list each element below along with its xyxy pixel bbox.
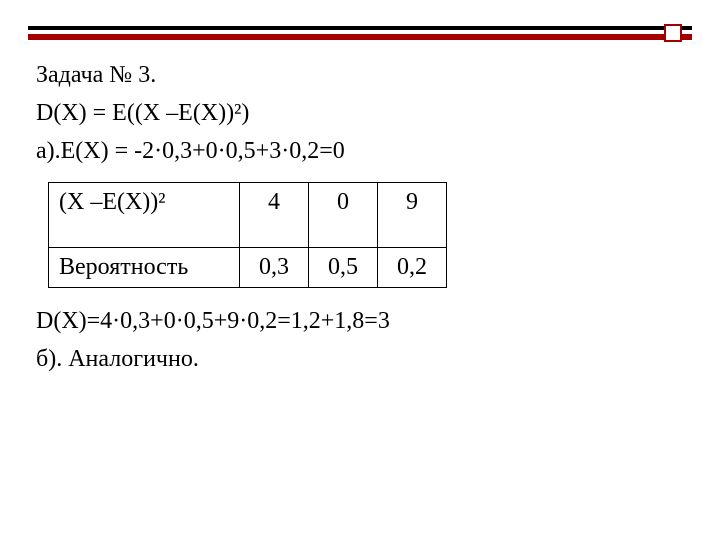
part-a-expectation: а).E(X) = -2·0,3+0·0,5+3·0,2=0	[36, 132, 680, 170]
table-cell: 0,5	[309, 248, 378, 288]
distribution-table: (X –E(X))² 4 0 9 Вероятность 0,3 0,5 0,2	[48, 182, 447, 288]
decor-square-icon	[664, 24, 682, 42]
table-cell: 9	[378, 183, 447, 248]
table-cell: 4	[240, 183, 309, 248]
decor-rule-top	[28, 26, 692, 30]
variance-definition: D(X) = E((X –E(X))²)	[36, 94, 680, 132]
table-row: (X –E(X))² 4 0 9	[49, 183, 447, 248]
row-label-probability: Вероятность	[49, 248, 240, 288]
content-block: Задача № 3. D(X) = E((X –E(X))²) а).E(X)…	[36, 56, 680, 378]
table-cell: 0	[309, 183, 378, 248]
table-cell: 0,2	[378, 248, 447, 288]
part-b: б). Аналогично.	[36, 340, 680, 378]
problem-title: Задача № 3.	[36, 56, 680, 94]
row-label-squared-dev: (X –E(X))²	[49, 183, 240, 248]
slide: Задача № 3. D(X) = E((X –E(X))²) а).E(X)…	[0, 0, 720, 540]
table-cell: 0,3	[240, 248, 309, 288]
table-row: Вероятность 0,3 0,5 0,2	[49, 248, 447, 288]
variance-result: D(X)=4·0,3+0·0,5+9·0,2=1,2+1,8=3	[36, 302, 680, 340]
decor-rule-bottom	[28, 34, 692, 40]
